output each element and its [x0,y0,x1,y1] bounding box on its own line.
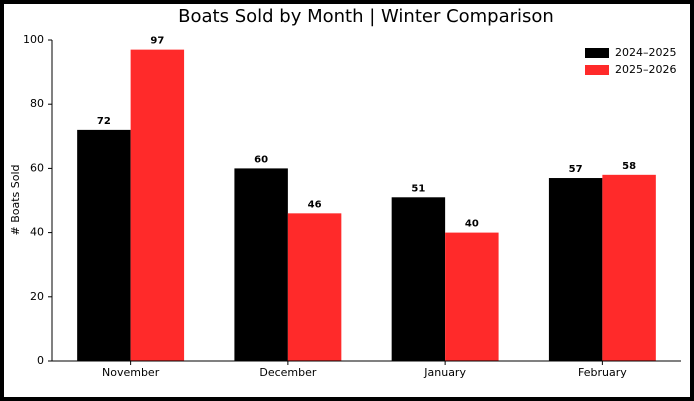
value-label: 60 [254,154,268,165]
y-tick-label: 60 [30,161,44,174]
bar [602,174,656,361]
x-tick-label: December [259,366,317,379]
value-label: 40 [465,219,479,230]
bar [77,129,131,361]
y-tick-label: 80 [30,97,44,110]
value-label: 51 [411,183,425,194]
x-tick-label: November [102,366,160,379]
bar [445,232,499,361]
value-label: 97 [150,36,164,47]
legend-label: 2024–2025 [615,46,677,59]
value-label: 57 [569,164,583,175]
bar [287,213,342,361]
legend-label: 2025–2026 [615,63,677,76]
bar [130,49,185,361]
bar [391,197,446,361]
y-tick-label: 0 [37,354,44,367]
value-label: 46 [308,199,322,210]
y-axis-label: # Boats Sold [9,164,22,235]
y-tick-label: 40 [30,226,44,239]
legend-swatch [585,48,609,58]
bar [234,168,288,361]
y-tick-label: 100 [23,33,44,46]
bar [548,178,603,361]
value-label: 58 [622,161,636,172]
x-tick-label: February [578,366,627,379]
y-tick-label: 20 [30,290,44,303]
value-label: 72 [97,116,111,127]
chart-title: Boats Sold by Month | Winter Comparison [178,6,554,27]
x-tick-label: January [423,366,466,379]
legend-swatch [585,65,609,75]
